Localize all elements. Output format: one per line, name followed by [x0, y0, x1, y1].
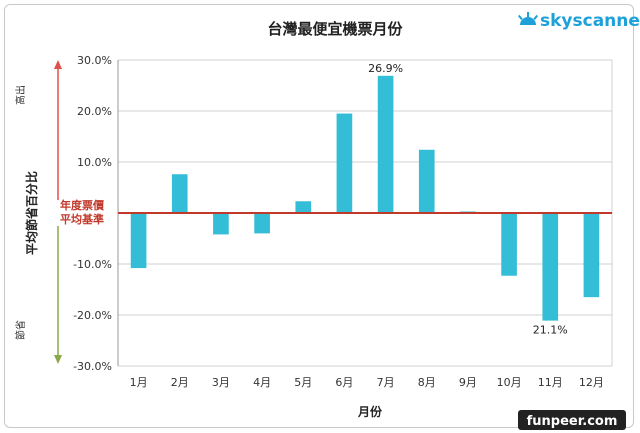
x-tick-label: 3月 [212, 376, 230, 389]
bar [213, 213, 229, 235]
bar [583, 213, 600, 298]
bar [336, 113, 353, 213]
chart-title: 台灣最便宜機票月份 [267, 20, 403, 38]
top-indicator-label: 高出 [14, 85, 27, 105]
y-tick-label: -20.0% [73, 309, 112, 322]
x-tick-label: 5月 [294, 376, 312, 389]
data-labels: 26.9% 21.1% [368, 62, 568, 337]
bar [254, 213, 270, 234]
skyscanner-logo: skyscanner [517, 11, 640, 31]
x-tick-label: 8月 [418, 376, 436, 389]
bar [130, 213, 147, 269]
chart-frame [4, 4, 634, 428]
y-tick-label: 20.0% [77, 105, 112, 118]
baseline-label-line2: 平均基準 [60, 212, 104, 226]
up-arrow-icon [54, 60, 62, 200]
down-arrow-icon [54, 226, 62, 364]
x-tick-label: 11月 [538, 376, 563, 389]
x-tick-label: 6月 [335, 376, 353, 389]
bar [171, 174, 188, 213]
logo-text: skyscanner [540, 11, 640, 31]
bar [418, 149, 435, 213]
x-tick-label: 12月 [579, 376, 604, 389]
bar [501, 213, 517, 276]
y-tick-label: -30.0% [73, 360, 112, 373]
x-tick-labels: 1月 2月 3月 4月 5月 6月 7月 8月 9月 10月 11月 12月 [130, 376, 604, 389]
x-tick-label: 4月 [253, 376, 271, 389]
x-axis-title: 月份 [357, 404, 383, 419]
watermark-text: funpeer.com [527, 414, 618, 429]
bottom-indicator-label: 節省 [14, 320, 27, 340]
y-tick-label: -10.0% [73, 258, 112, 271]
bar [377, 75, 394, 213]
y-tick-labels: 30.0% 20.0% 10.0% -10.0% -20.0% -30.0% [73, 54, 112, 373]
x-tick-label: 10月 [497, 376, 522, 389]
bar [295, 201, 312, 213]
x-tick-label: 2月 [171, 376, 189, 389]
gridlines [118, 59, 613, 367]
y-tick-label: 30.0% [77, 54, 112, 67]
x-tick-label: 9月 [459, 376, 477, 389]
watermark: funpeer.com [518, 410, 626, 430]
bar [542, 213, 559, 321]
data-label: 26.9% [368, 62, 403, 75]
y-axis-title: 平均節省百分比 [24, 171, 39, 255]
x-tick-label: 1月 [130, 376, 148, 389]
bars [130, 75, 600, 321]
x-tick-label: 7月 [377, 376, 395, 389]
sun-icon [517, 12, 539, 25]
data-label: 21.1% [533, 324, 568, 337]
y-tick-label: 10.0% [77, 156, 112, 169]
baseline-label-line1: 年度票價 [60, 198, 105, 212]
